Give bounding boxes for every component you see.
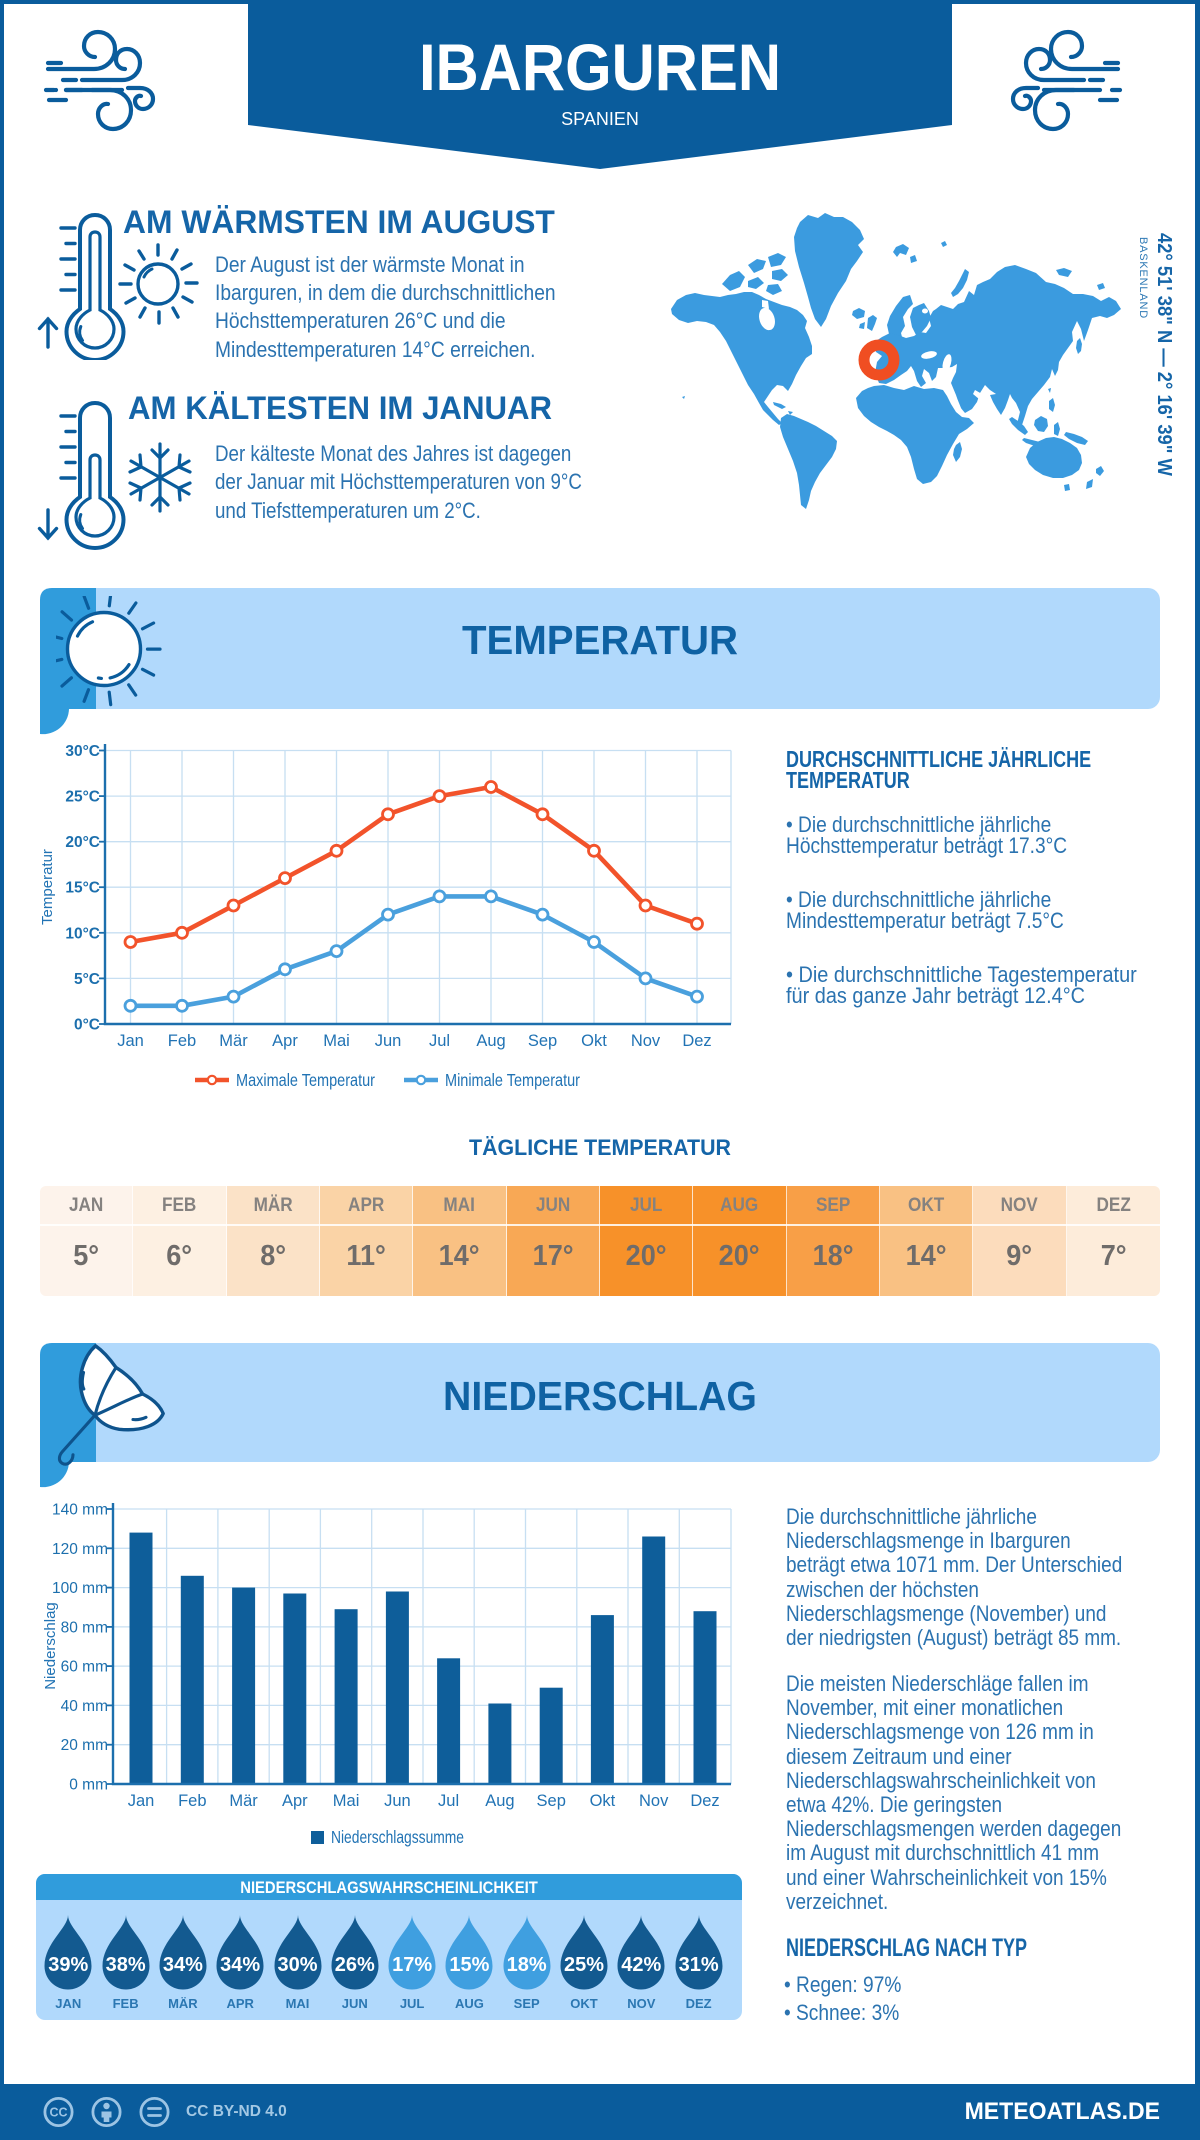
svg-text:Feb: Feb [178, 1792, 206, 1810]
svg-text:Apr: Apr [272, 1032, 298, 1050]
svg-text:60 mm: 60 mm [61, 1659, 108, 1676]
svg-text:CC: CC [49, 2106, 67, 2120]
svg-text:30°C: 30°C [65, 743, 100, 760]
svg-text:Nov: Nov [639, 1792, 669, 1810]
svg-text:Jun: Jun [375, 1032, 402, 1050]
svg-text:Niederschlagssumme: Niederschlagssumme [331, 1827, 464, 1847]
svg-text:Mai: Mai [333, 1792, 360, 1810]
svg-text:Jan: Jan [117, 1032, 144, 1050]
svg-text:Temperatur: Temperatur [39, 849, 56, 925]
svg-text:Jul: Jul [429, 1032, 450, 1050]
svg-text:Apr: Apr [282, 1792, 308, 1810]
svg-text:Jul: Jul [438, 1792, 459, 1810]
svg-text:Jan: Jan [128, 1792, 155, 1810]
svg-text:Mär: Mär [219, 1032, 248, 1050]
svg-text:Dez: Dez [682, 1032, 711, 1050]
svg-text:100 mm: 100 mm [52, 1580, 108, 1597]
svg-text:Mai: Mai [323, 1032, 350, 1050]
svg-text:40 mm: 40 mm [61, 1698, 108, 1715]
svg-text:Jun: Jun [384, 1792, 411, 1810]
svg-text:0°C: 0°C [74, 1017, 100, 1034]
svg-text:20 mm: 20 mm [61, 1737, 108, 1754]
svg-text:20°C: 20°C [65, 834, 100, 851]
svg-text:15°C: 15°C [65, 880, 100, 897]
svg-text:Sep: Sep [528, 1032, 557, 1050]
svg-text:Niederschlag: Niederschlag [42, 1602, 59, 1690]
svg-text:5°C: 5°C [74, 971, 100, 988]
svg-text:120 mm: 120 mm [52, 1541, 108, 1558]
svg-text:Sep: Sep [537, 1792, 566, 1810]
svg-text:Okt: Okt [581, 1032, 607, 1050]
svg-text:Dez: Dez [690, 1792, 719, 1810]
svg-text:Aug: Aug [476, 1032, 505, 1050]
svg-text:140 mm: 140 mm [52, 1502, 108, 1519]
svg-text:Nov: Nov [631, 1032, 661, 1050]
svg-text:80 mm: 80 mm [61, 1619, 108, 1636]
svg-text:Feb: Feb [168, 1032, 196, 1050]
svg-text:Minimale Temperatur: Minimale Temperatur [445, 1070, 580, 1090]
svg-text:10°C: 10°C [65, 925, 100, 942]
svg-text:Maximale Temperatur: Maximale Temperatur [236, 1070, 375, 1090]
svg-text:Aug: Aug [485, 1792, 514, 1810]
svg-text:Okt: Okt [590, 1792, 616, 1810]
svg-text:Mär: Mär [229, 1792, 258, 1810]
svg-text:0 mm: 0 mm [69, 1777, 108, 1794]
svg-text:25°C: 25°C [65, 789, 100, 806]
